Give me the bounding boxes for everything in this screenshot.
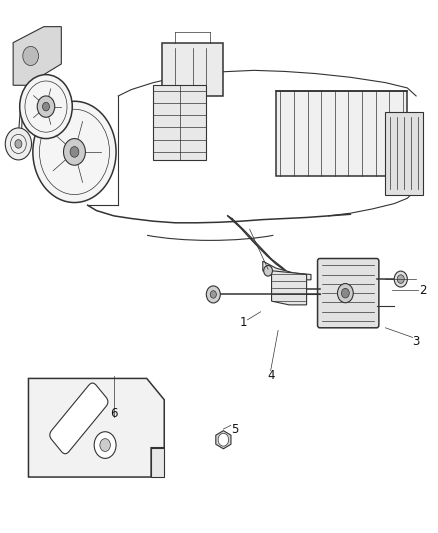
- Circle shape: [337, 284, 353, 303]
- Circle shape: [5, 128, 32, 160]
- Circle shape: [23, 46, 39, 66]
- Circle shape: [342, 288, 350, 298]
- FancyBboxPatch shape: [318, 259, 379, 328]
- Circle shape: [33, 101, 116, 203]
- Polygon shape: [272, 271, 307, 305]
- FancyBboxPatch shape: [50, 383, 108, 454]
- Circle shape: [397, 275, 404, 284]
- Circle shape: [64, 139, 85, 165]
- Circle shape: [394, 271, 407, 287]
- Polygon shape: [28, 378, 164, 477]
- Text: 2: 2: [419, 284, 427, 297]
- Circle shape: [37, 96, 55, 117]
- Circle shape: [218, 433, 229, 446]
- Circle shape: [210, 290, 216, 298]
- Circle shape: [20, 75, 72, 139]
- Circle shape: [94, 432, 116, 458]
- Polygon shape: [13, 27, 61, 85]
- Text: 1: 1: [239, 316, 247, 329]
- Text: 5: 5: [231, 423, 238, 435]
- Bar: [276, 91, 407, 176]
- Bar: [162, 43, 223, 96]
- Circle shape: [264, 265, 272, 276]
- Bar: [385, 112, 423, 195]
- Text: 3: 3: [413, 335, 420, 348]
- Bar: [153, 85, 206, 160]
- Circle shape: [70, 147, 79, 157]
- Polygon shape: [151, 448, 164, 477]
- Polygon shape: [263, 261, 311, 280]
- Circle shape: [42, 102, 49, 111]
- Text: 4: 4: [267, 369, 275, 382]
- Circle shape: [100, 439, 110, 451]
- Polygon shape: [216, 431, 231, 449]
- Circle shape: [15, 140, 22, 148]
- Text: 6: 6: [110, 407, 118, 419]
- Circle shape: [206, 286, 220, 303]
